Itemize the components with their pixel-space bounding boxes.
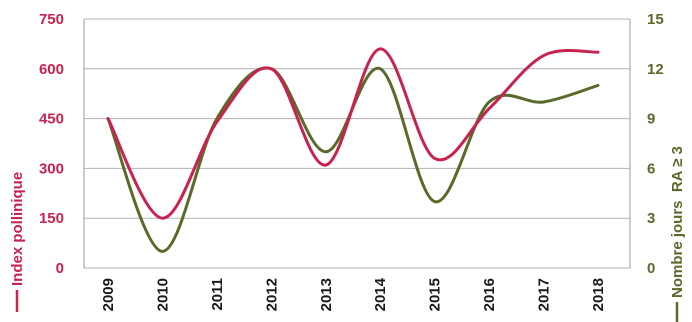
right-tick-label: 15 xyxy=(647,11,664,28)
series-line-nombre-jours xyxy=(106,66,600,253)
left-axis-title: Index pollinique xyxy=(9,172,26,312)
right-tick-label: 9 xyxy=(647,111,655,128)
x-tick-label: 2009 xyxy=(100,278,117,311)
x-tick-label: 2017 xyxy=(536,278,553,311)
left-axis-label: Index pollinique xyxy=(9,172,26,286)
left-tick-label: 0 xyxy=(56,260,64,277)
x-tick-label: 2016 xyxy=(481,278,498,311)
x-tick-label: 2010 xyxy=(154,278,171,311)
series-lines xyxy=(106,47,600,253)
left-tick-label: 150 xyxy=(39,210,64,227)
left-tick-label: 450 xyxy=(39,111,64,128)
left-tick-label: 300 xyxy=(39,160,64,177)
left-tick-label: 600 xyxy=(39,61,64,78)
right-axis-ticks: 0 3 6 9 12 15 xyxy=(647,11,664,277)
right-tick-label: 3 xyxy=(647,210,655,227)
right-tick-label: 12 xyxy=(647,61,664,78)
right-tick-label: 0 xyxy=(647,260,655,277)
x-tick-label: 2018 xyxy=(590,278,607,311)
x-tick-label: 2015 xyxy=(427,278,444,311)
x-tick-label: 2011 xyxy=(209,278,226,311)
x-tick-label: 2012 xyxy=(263,278,280,311)
series-line-index-pollinique xyxy=(106,47,600,220)
gridlines xyxy=(83,18,631,269)
x-tick-label: 2013 xyxy=(318,278,335,311)
x-axis-ticks: 2009 2010 2011 2012 2013 2014 2015 2016 2017 2018 xyxy=(100,277,607,311)
x-tick-label: 2014 xyxy=(372,277,389,311)
left-tick-label: 750 xyxy=(39,11,64,28)
right-tick-label: 6 xyxy=(647,160,655,177)
right-axis-title: Nombre jours RA ≥ 3 xyxy=(669,146,686,322)
right-axis-label: Nombre jours RA ≥ 3 xyxy=(669,146,686,298)
left-axis-ticks: 0 150 300 450 600 750 xyxy=(39,11,64,277)
